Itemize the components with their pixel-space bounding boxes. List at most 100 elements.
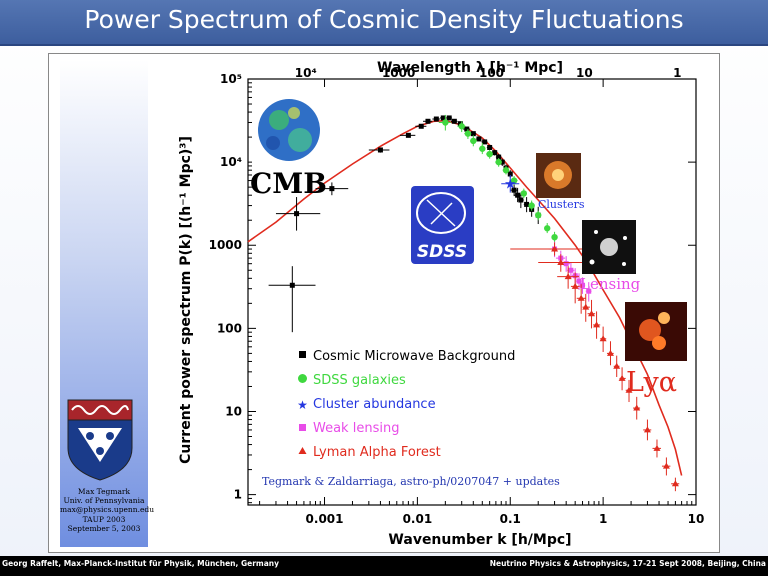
axes: 0.001 0.01 0.1 1 10 1 10 100 1000 10⁴ 10⁵ 10⁴ 1000 10… bbox=[209, 66, 705, 526]
top-tick-label: 1 bbox=[673, 66, 681, 80]
data-point bbox=[557, 259, 565, 266]
model-curve-layer bbox=[247, 119, 683, 476]
credit-line: September 5, 2003 bbox=[67, 523, 141, 533]
lya-label: Lyα bbox=[626, 367, 677, 398]
data-point bbox=[662, 462, 670, 469]
university-shield-icon bbox=[67, 399, 133, 481]
reference-annotation: Tegmark & Zaldarriaga, astro-ph/0207047 … bbox=[262, 475, 560, 488]
y-axis-label: Current power spectrum P(k) [(h⁻¹ Mpc)³] bbox=[178, 136, 194, 464]
x-tick-label: 0.01 bbox=[403, 512, 433, 526]
data-point bbox=[464, 130, 472, 137]
data-point bbox=[580, 282, 586, 288]
data-point bbox=[582, 303, 590, 310]
data-points-layer: ★ bbox=[268, 114, 680, 492]
lensing-label: Lensing bbox=[580, 275, 641, 293]
data-point bbox=[515, 192, 521, 198]
data-point bbox=[510, 177, 518, 184]
data-point bbox=[586, 288, 592, 294]
legend-label-lensing: Weak lensing bbox=[313, 421, 399, 436]
data-point bbox=[405, 132, 411, 138]
legend-label-sdss: SDSS galaxies bbox=[313, 373, 406, 388]
data-point bbox=[502, 166, 510, 174]
author-credit: Max Tegmark Univ. of Pennsylvania max@ph… bbox=[60, 487, 155, 533]
legend-label-lya: Lyman Alpha Forest bbox=[313, 445, 441, 460]
data-point bbox=[671, 480, 679, 487]
data-point bbox=[425, 118, 431, 124]
data-point bbox=[486, 150, 493, 158]
top-tick-label: 10 bbox=[576, 66, 593, 80]
data-point bbox=[495, 158, 502, 166]
legend-marker-cluster: ★ bbox=[297, 398, 308, 412]
top-tick-label: 10⁴ bbox=[295, 66, 317, 80]
data-point bbox=[535, 211, 542, 219]
data-point bbox=[563, 261, 569, 267]
data-point bbox=[492, 150, 498, 156]
data-point bbox=[613, 362, 621, 369]
cmb-sky-image bbox=[252, 98, 326, 164]
data-point bbox=[518, 197, 524, 203]
data-point bbox=[524, 201, 530, 207]
footer-left-text: Georg Raffelt, Max-Planck-Institut für P… bbox=[2, 559, 280, 568]
data-point bbox=[576, 278, 582, 284]
data-point bbox=[479, 145, 486, 152]
data-point bbox=[440, 115, 446, 121]
credit-line: TAUP 2003 bbox=[82, 514, 126, 524]
legend-marker-cmb bbox=[299, 351, 306, 358]
data-point bbox=[643, 426, 651, 433]
legend-marker-sdss bbox=[298, 374, 307, 383]
x-tick-label: 0.1 bbox=[500, 512, 521, 526]
data-point bbox=[633, 404, 641, 411]
cmb-label: CMB bbox=[250, 167, 327, 200]
x-tick-label: 10 bbox=[688, 512, 705, 526]
data-point bbox=[446, 115, 452, 121]
data-point bbox=[442, 119, 449, 126]
x-tick-label: 0.001 bbox=[306, 512, 344, 526]
data-point bbox=[520, 190, 528, 197]
data-point bbox=[451, 118, 457, 124]
legend-marker-lensing bbox=[299, 424, 306, 431]
data-point bbox=[482, 139, 488, 145]
sdss-label: SDSS bbox=[417, 242, 467, 262]
data-point bbox=[551, 245, 559, 252]
data-point bbox=[571, 282, 579, 289]
clusters-label: Clusters bbox=[538, 198, 585, 211]
model-curve-line bbox=[247, 119, 683, 476]
data-point bbox=[653, 444, 661, 451]
data-point bbox=[564, 273, 572, 280]
data-point bbox=[433, 116, 439, 122]
y-tick-label: 10⁴ bbox=[220, 155, 242, 169]
credit-line: Max Tegmark bbox=[77, 487, 131, 496]
footer-right-text: Neutrino Physics & Astrophysics, 17-21 S… bbox=[489, 559, 766, 568]
data-point bbox=[464, 126, 470, 132]
data-point bbox=[470, 137, 477, 145]
figure-frame bbox=[48, 53, 720, 553]
data-point bbox=[329, 186, 335, 192]
data-point bbox=[496, 154, 502, 160]
legend-marker-lya bbox=[298, 447, 307, 454]
data-point bbox=[625, 386, 633, 393]
data-point bbox=[577, 294, 585, 301]
legend-label-cmb: Cosmic Microwave Background bbox=[313, 349, 515, 364]
lensing-image bbox=[582, 220, 636, 274]
data-point bbox=[487, 144, 493, 150]
y-tick-label: 10 bbox=[225, 404, 242, 418]
data-point bbox=[499, 159, 505, 165]
top-axis-label: Wavelength λ [h⁻¹ Mpc] bbox=[377, 60, 563, 76]
data-point bbox=[599, 335, 607, 342]
data-point bbox=[593, 321, 601, 328]
plot-frame bbox=[247, 78, 697, 506]
credit-line: Univ. of Pennsylvania bbox=[63, 496, 145, 506]
sdss-logo-image bbox=[411, 186, 474, 264]
data-point bbox=[544, 225, 551, 232]
top-tick-label: 1000 bbox=[382, 66, 415, 80]
data-point: ★ bbox=[504, 177, 517, 193]
data-point bbox=[476, 136, 482, 142]
data-point bbox=[511, 187, 517, 193]
y-tick-label: 10⁵ bbox=[220, 72, 242, 86]
series-2: ★ bbox=[501, 174, 520, 193]
credit-line: max@physics.upenn.edu bbox=[60, 505, 155, 515]
data-point bbox=[528, 202, 535, 209]
data-point bbox=[294, 211, 300, 217]
y-tick-label: 1000 bbox=[209, 238, 242, 252]
